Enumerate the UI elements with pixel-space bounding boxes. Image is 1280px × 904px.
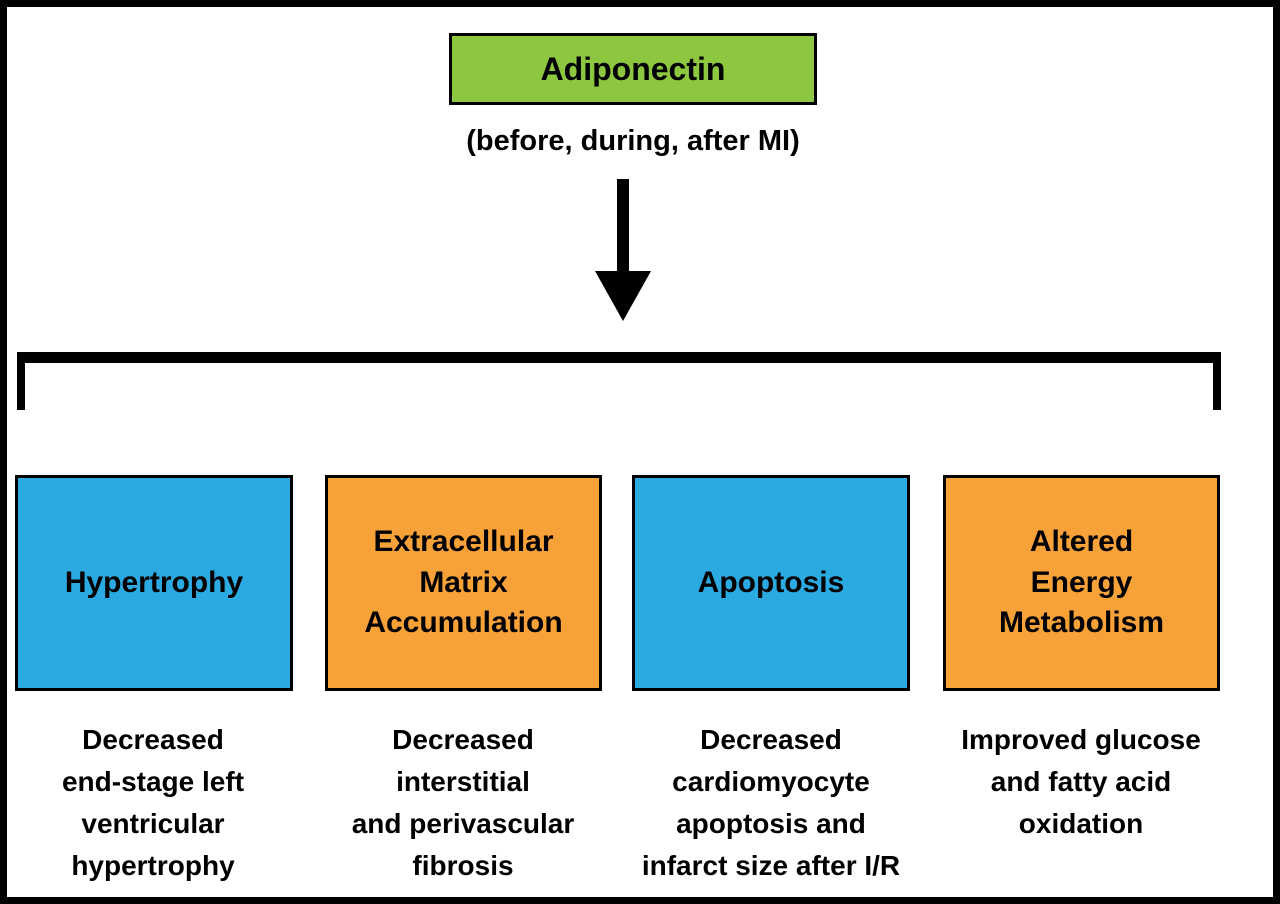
outcome-box-apoptosis: Apoptosis [632, 475, 910, 691]
caption-apoptosis: Decreased cardiomyocyte apoptosis and in… [641, 724, 901, 881]
outcome-box-energy-metabolism: Altered Energy Metabolism [943, 475, 1220, 691]
outcome-box-hypertrophy: Hypertrophy [15, 475, 293, 691]
down-arrow-icon [595, 271, 651, 321]
subtitle-text: (before, during, after MI) [466, 125, 800, 157]
adiponectin-title-box: Adiponectin [449, 33, 817, 105]
outcome-box-extracellular-matrix: Extracellular Matrix Accumulation [325, 475, 602, 691]
caption-hypertrophy: Decreased end-stage left ventricular hyp… [61, 724, 245, 881]
branch-bracket-right-tick [1213, 352, 1221, 410]
caption-energy-metabolism: Improved glucose and fatty acid oxidatio… [961, 724, 1201, 839]
down-arrow-shaft [617, 179, 629, 273]
branch-bracket-bar [17, 352, 1221, 363]
branch-bracket-left-tick [17, 352, 25, 410]
caption-extracellular-matrix: Decreased interstitial and perivascular … [351, 724, 575, 881]
